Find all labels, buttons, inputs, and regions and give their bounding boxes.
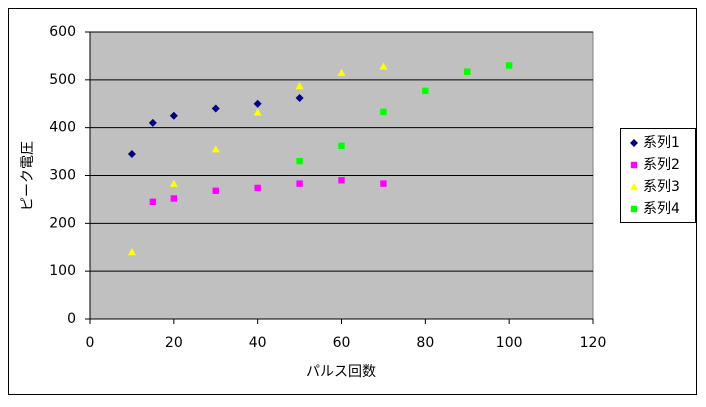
point xyxy=(295,82,304,90)
point xyxy=(212,187,219,195)
legend-marker xyxy=(630,183,638,191)
legend-label: 系列3 xyxy=(643,179,680,195)
legend-marker xyxy=(630,139,638,147)
point xyxy=(170,195,178,202)
point xyxy=(211,104,220,113)
point xyxy=(338,177,345,184)
y-tick-label: 300 xyxy=(49,168,76,184)
point xyxy=(464,68,471,75)
x-tick-label: 0 xyxy=(86,335,95,351)
y-tick-label: 600 xyxy=(49,24,76,40)
point xyxy=(338,142,345,150)
point xyxy=(169,111,178,120)
y-tick-label: 200 xyxy=(49,215,76,231)
legend-label: 系列1 xyxy=(643,135,680,151)
point xyxy=(422,87,429,95)
point xyxy=(380,180,387,187)
point xyxy=(253,99,262,108)
x-axis-label: パルス回数 xyxy=(306,364,376,380)
point xyxy=(296,157,303,165)
legend-marker xyxy=(630,205,638,213)
x-tick-label: 60 xyxy=(333,335,351,351)
x-tick-label: 100 xyxy=(496,335,523,351)
legend-marker xyxy=(630,161,638,169)
point xyxy=(505,62,513,69)
point xyxy=(254,184,261,192)
point xyxy=(296,180,303,187)
point xyxy=(149,198,157,206)
x-tick-label: 80 xyxy=(416,335,434,351)
point xyxy=(127,149,136,158)
point xyxy=(295,94,304,103)
x-tick-label: 40 xyxy=(249,335,267,351)
point xyxy=(337,68,346,76)
y-tick-label: 400 xyxy=(49,120,76,136)
point xyxy=(380,108,387,116)
point xyxy=(211,145,220,153)
y-tick-label: 100 xyxy=(49,263,76,279)
point xyxy=(148,118,157,127)
legend-label: 系列4 xyxy=(643,201,680,217)
x-tick-label: 120 xyxy=(580,335,607,351)
y-tick-label: 0 xyxy=(67,311,76,327)
y-tick-label: 500 xyxy=(49,72,76,88)
point xyxy=(127,248,136,256)
point xyxy=(169,179,178,187)
x-tick-label: 20 xyxy=(165,335,183,351)
point xyxy=(379,62,388,70)
point xyxy=(253,108,262,116)
legend-label: 系列2 xyxy=(643,157,680,173)
y-axis-label: ピーク電圧 xyxy=(20,141,36,211)
